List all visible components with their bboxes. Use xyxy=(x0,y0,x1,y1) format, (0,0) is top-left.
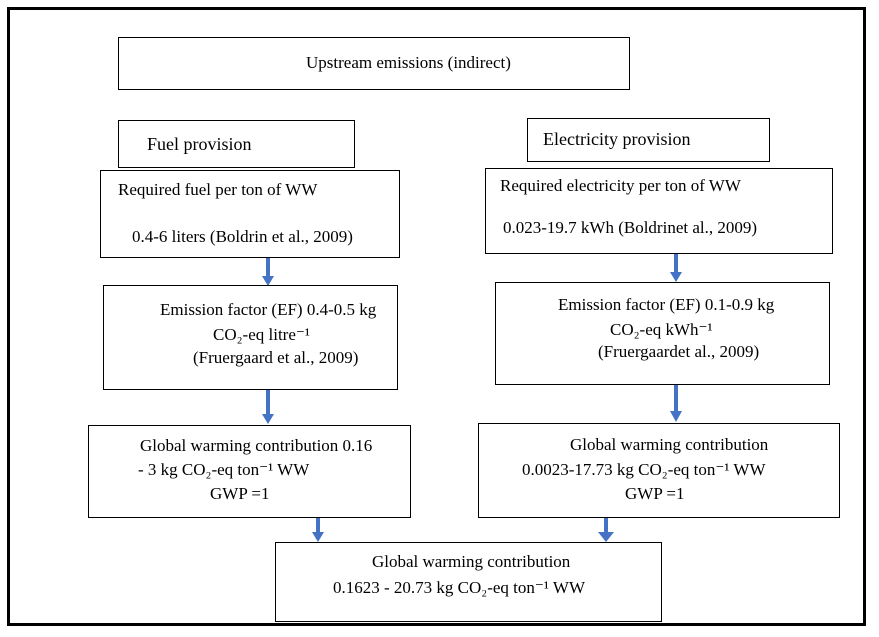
arrow-shaft xyxy=(316,518,320,534)
text-line: 0.023-19.7 kWh (Boldrinet al., 2009) xyxy=(503,218,758,237)
arrow-head xyxy=(262,276,274,286)
text-line: Required electricity per ton of WW xyxy=(500,176,741,195)
title-box xyxy=(118,37,630,90)
arrow-shaft xyxy=(266,258,270,278)
arrow-shaft xyxy=(674,254,678,274)
arrow-shaft xyxy=(674,385,678,413)
text-line: GWP =1 xyxy=(210,484,270,503)
total-box xyxy=(275,542,662,622)
arrow-shaft xyxy=(266,390,270,416)
text-line: 0.1623 - 20.73 kg CO₂-eq ton⁻¹ WW xyxy=(333,578,585,597)
fuel-contribution-box xyxy=(88,425,411,518)
electricity-ef-box xyxy=(495,282,830,385)
fuel-heading-box xyxy=(118,120,355,168)
text-line: 0.0023-17.73 kg CO₂-eq ton⁻¹ WW xyxy=(522,460,766,479)
arrow-shaft xyxy=(604,518,608,534)
text-line: GWP =1 xyxy=(625,484,685,503)
outer-frame xyxy=(7,7,866,626)
heading: Electricity provision xyxy=(543,129,691,149)
arrow-head xyxy=(670,411,682,422)
fuel-required-box xyxy=(100,170,400,258)
title: Upstream emissions (indirect) xyxy=(306,53,511,72)
arrow-head xyxy=(598,532,614,542)
electricity-required-box xyxy=(485,168,833,254)
text-line: (Fruergaard et al., 2009) xyxy=(193,348,359,367)
fuel-ef-box xyxy=(103,285,398,390)
electricity-heading-box xyxy=(527,118,770,162)
text-line: - 3 kg CO₂-eq ton⁻¹ WW xyxy=(138,460,310,479)
arrow-head xyxy=(670,272,682,282)
heading: Fuel provision xyxy=(147,134,252,154)
arrow-head xyxy=(312,532,324,542)
text-line: (Fruergaardet al., 2009) xyxy=(598,342,760,361)
text-line: Global warming contribution xyxy=(372,552,571,571)
electricity-contribution-box xyxy=(478,423,840,518)
text-line: 0.4-6 liters (Boldrin et al., 2009) xyxy=(132,227,353,246)
text-line: CO₂-eq litre⁻¹ xyxy=(213,325,310,344)
text-line: Global warming contribution 0.16 xyxy=(140,436,373,455)
text-line: Global warming contribution xyxy=(570,435,769,454)
arrow-head xyxy=(262,414,274,424)
text-line: CO₂-eq kWh⁻¹ xyxy=(610,320,713,339)
text-line: Required fuel per ton of WW xyxy=(118,180,318,199)
text-line: Emission factor (EF) 0.4-0.5 kg xyxy=(160,300,377,319)
text-line: Emission factor (EF) 0.1-0.9 kg xyxy=(558,295,775,314)
